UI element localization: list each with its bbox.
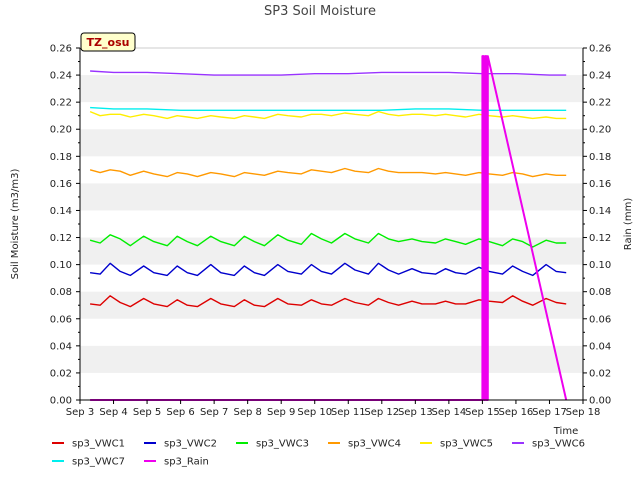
y-tick-label: 0.14 bbox=[50, 206, 72, 217]
x-tick-label: Sep 3 bbox=[66, 407, 94, 418]
y2-tick-label: 0.10 bbox=[589, 260, 611, 271]
grid-band bbox=[80, 129, 583, 157]
legend-item-sp3_VWC6: sp3_VWC6 bbox=[512, 439, 585, 450]
grid-band bbox=[80, 237, 583, 265]
legend-item-sp3_VWC1: sp3_VWC1 bbox=[52, 439, 125, 450]
y-tick-label: 0.22 bbox=[50, 98, 72, 109]
legend-label: sp3_Rain bbox=[164, 457, 209, 468]
y-tick-label: 0.04 bbox=[50, 341, 72, 352]
y-tick-label: 0.10 bbox=[50, 260, 72, 271]
y2-tick-label: 0.18 bbox=[589, 152, 611, 163]
annotation-badge: TZ_osu bbox=[80, 32, 136, 52]
legend-label: sp3_VWC3 bbox=[256, 439, 309, 450]
y2-tick-label: 0.20 bbox=[589, 125, 611, 136]
legend-label: sp3_VWC6 bbox=[532, 439, 585, 450]
y-tick-label: 0.24 bbox=[50, 71, 72, 82]
x-tick-label: Sep 17 bbox=[532, 407, 567, 418]
legend-label: sp3_VWC5 bbox=[440, 439, 493, 450]
x-axis-label: Time bbox=[553, 426, 578, 437]
x-tick-label: Sep 10 bbox=[297, 407, 332, 418]
x-tick-label: Sep 14 bbox=[431, 407, 466, 418]
y2-tick-label: 0.02 bbox=[589, 368, 611, 379]
series-line-sp3_VWC7 bbox=[90, 106, 567, 112]
y2-tick-label: 0.04 bbox=[589, 341, 611, 352]
series-layer bbox=[89, 55, 568, 401]
y-tick-label: 0.16 bbox=[50, 179, 72, 190]
y-tick-label: 0.06 bbox=[50, 314, 72, 325]
y2-tick-label: 0.00 bbox=[589, 396, 611, 407]
y2-tick-label: 0.16 bbox=[589, 179, 611, 190]
y2-tick-label: 0.14 bbox=[589, 206, 611, 217]
x-tick-label: Sep 4 bbox=[99, 407, 127, 418]
grid-bands bbox=[80, 75, 583, 373]
y2-tick-label: 0.22 bbox=[589, 98, 611, 109]
x-tick-label: Sep 16 bbox=[499, 407, 534, 418]
y-tick-label: 0.20 bbox=[50, 125, 72, 136]
series-line-sp3_VWC2 bbox=[90, 262, 567, 277]
axes-layer: Sep 3 Sep 4 Sep 5 Sep 6 Sep 7 Sep 8 Sep 9 Sep 1… bbox=[50, 44, 612, 419]
y2-axis-label: Rain (mm) bbox=[623, 198, 634, 251]
legend-item-sp3_VWC7: sp3_VWC7 bbox=[52, 457, 125, 468]
series-line-sp3_VWC4 bbox=[89, 167, 567, 178]
y2-tick-label: 0.24 bbox=[589, 71, 611, 82]
y2-tick-label: 0.26 bbox=[589, 44, 611, 55]
legend-label: sp3_VWC2 bbox=[164, 439, 217, 450]
y2-tick-label: 0.12 bbox=[589, 233, 611, 244]
y-axis-label: Soil Moisture (m3/m3) bbox=[10, 169, 21, 280]
series-line-sp3_VWC6 bbox=[90, 70, 567, 76]
y2-tick-label: 0.08 bbox=[589, 287, 611, 298]
x-tick-label: Sep 5 bbox=[133, 407, 161, 418]
x-tick-label: Sep 8 bbox=[233, 407, 261, 418]
legend-item-sp3_VWC4: sp3_VWC4 bbox=[328, 439, 401, 450]
legend-item-sp3_VWC5: sp3_VWC5 bbox=[420, 439, 493, 450]
x-tick-label: Sep 12 bbox=[364, 407, 399, 418]
legend-label: sp3_VWC1 bbox=[72, 439, 125, 450]
y-tick-label: 0.02 bbox=[50, 368, 72, 379]
x-tick-label: Sep 6 bbox=[166, 407, 194, 418]
annotation-label: TZ_osu bbox=[87, 36, 130, 49]
y-tick-label: 0.12 bbox=[50, 233, 72, 244]
legend-item-sp3_Rain: sp3_Rain bbox=[144, 457, 209, 468]
x-tick-label: Sep 15 bbox=[465, 407, 500, 418]
series-line-sp3_VWC5 bbox=[89, 110, 567, 120]
x-tick-label: Sep 11 bbox=[331, 407, 366, 418]
x-tick-label: Sep 9 bbox=[267, 407, 295, 418]
series-line-sp3_Rain bbox=[90, 55, 568, 401]
legend-label: sp3_VWC4 bbox=[348, 439, 401, 450]
x-tick-label: Sep 13 bbox=[398, 407, 433, 418]
x-tick-label: Sep 18 bbox=[566, 407, 601, 418]
y-tick-label: 0.26 bbox=[50, 44, 72, 55]
legend-label: sp3_VWC7 bbox=[72, 457, 125, 468]
y2-tick-label: 0.06 bbox=[589, 314, 611, 325]
grid-band bbox=[80, 345, 583, 373]
legend: sp3_VWC1 sp3_VWC2 sp3_VWC3 sp3_VWC4 sp3_VWC5… bbox=[52, 439, 585, 468]
legend-item-sp3_VWC3: sp3_VWC3 bbox=[236, 439, 309, 450]
grid-band bbox=[80, 75, 583, 103]
legend-item-sp3_VWC2: sp3_VWC2 bbox=[144, 439, 217, 450]
x-tick-label: Sep 7 bbox=[200, 407, 228, 418]
y-tick-label: 0.00 bbox=[50, 396, 72, 407]
chart-title: SP3 Soil Moisture bbox=[264, 4, 376, 19]
grid-band bbox=[80, 183, 583, 211]
y-tick-label: 0.08 bbox=[50, 287, 72, 298]
y-tick-label: 0.18 bbox=[50, 152, 72, 163]
